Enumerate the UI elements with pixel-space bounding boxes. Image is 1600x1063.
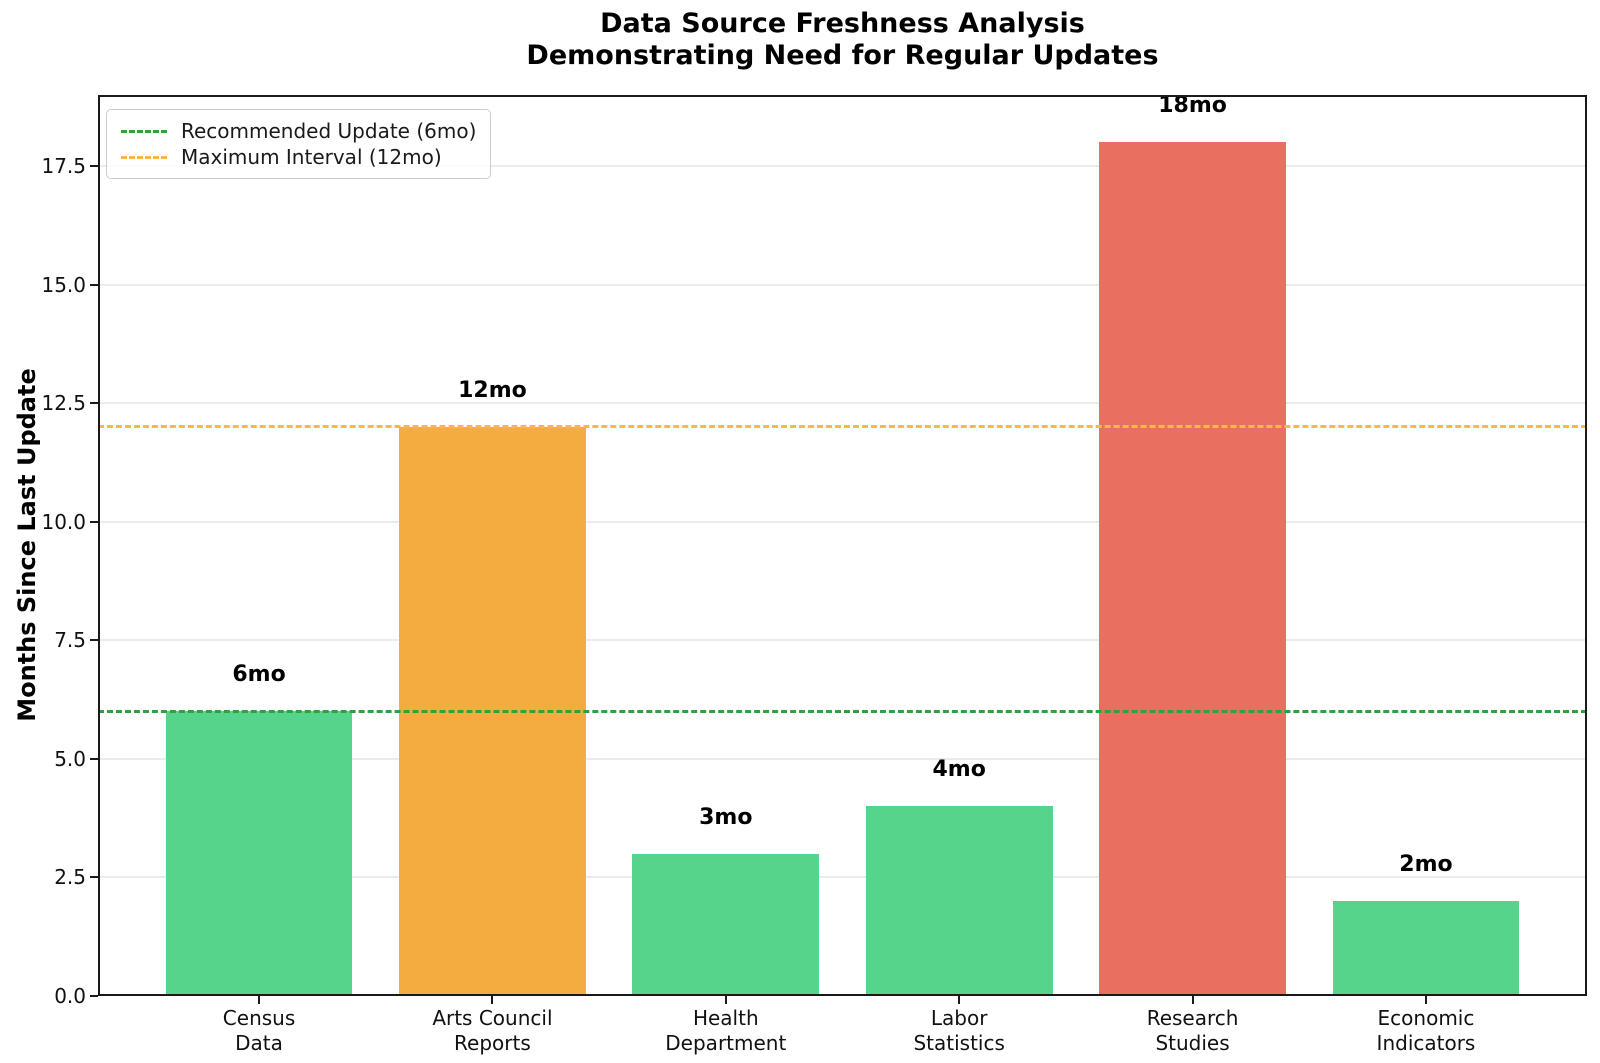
- bar-labor-statistics: [865, 806, 1053, 996]
- y-tick-mark: [90, 520, 98, 523]
- y-tick-mark: [90, 995, 98, 997]
- gridline-y-12.5: [98, 402, 1587, 405]
- bar-value-label: 6mo: [232, 662, 286, 688]
- orange-dashed-line-swatch: [121, 155, 167, 159]
- y-tick-label: 0.0: [54, 984, 86, 1008]
- y-tick-label: 17.5: [41, 154, 86, 179]
- y-axis-label: Months Since Last Update: [13, 368, 41, 722]
- y-tick-mark: [90, 757, 98, 760]
- bar-value-label: 18mo: [1158, 93, 1227, 119]
- y-tick-mark: [90, 165, 98, 168]
- gridline-y-5: [98, 757, 1587, 760]
- x-tick-label: Arts Council Reports: [432, 1006, 553, 1055]
- chart-title: Data Source Freshness Analysis Demonstra…: [98, 8, 1587, 72]
- chart-title-line1: Data Source Freshness Analysis: [600, 8, 1085, 39]
- chart-title-line2: Demonstrating Need for Regular Updates: [526, 40, 1159, 71]
- y-tick-mark: [90, 639, 98, 642]
- x-tick-mark: [1424, 996, 1427, 1004]
- y-tick-mark: [90, 283, 98, 286]
- gridline-y-7.5: [98, 639, 1587, 642]
- legend-label-recommended: Recommended Update (6mo): [181, 119, 477, 143]
- x-tick-mark: [1191, 996, 1194, 1004]
- bar-value-label: 4mo: [932, 757, 986, 783]
- y-tick-label: 5.0: [54, 746, 86, 771]
- gridline-y-17.5: [98, 165, 1587, 168]
- legend-row-maximum: Maximum Interval (12mo): [121, 144, 476, 170]
- bar-census-data: [165, 711, 353, 996]
- x-tick-label: Labor Statistics: [913, 1006, 1005, 1055]
- gridline-y-10: [98, 520, 1587, 523]
- legend: Recommended Update (6mo) Maximum Interva…: [106, 109, 492, 179]
- y-tick-mark: [90, 876, 98, 879]
- y-tick-label: 15.0: [41, 272, 86, 297]
- x-tick-label: Research Studies: [1146, 1006, 1239, 1055]
- bar-value-label: 12mo: [458, 377, 527, 403]
- x-tick-label: Census Data: [222, 1006, 296, 1055]
- x-tick-mark: [491, 996, 494, 1004]
- bar-research-studies: [1099, 142, 1286, 996]
- y-tick-label: 10.0: [41, 509, 86, 534]
- y-tick-label: 12.5: [41, 391, 86, 416]
- reference-line-6mo: [98, 709, 1587, 713]
- x-tick-mark: [958, 996, 961, 1004]
- reference-line-12mo: [98, 425, 1587, 429]
- bar-value-label: 2mo: [1399, 852, 1453, 878]
- y-tick-label: 7.5: [54, 628, 86, 653]
- plot-area: 6mo 12mo 3mo 4mo 18mo 2mo Recommended Update …: [98, 93, 1587, 996]
- bar-value-label: 3mo: [699, 804, 753, 830]
- x-tick-label: Health Department: [665, 1006, 787, 1055]
- x-tick-label: Economic Indicators: [1376, 1006, 1476, 1055]
- bar-health-department: [632, 853, 820, 996]
- x-tick-mark: [724, 996, 727, 1004]
- y-tick-mark: [90, 402, 98, 405]
- gridline-y-15: [98, 283, 1587, 286]
- y-tick-label: 2.5: [54, 865, 86, 890]
- green-dashed-line-swatch: [121, 129, 167, 133]
- x-tick-mark: [258, 996, 261, 1004]
- bar-economic-indicators: [1332, 901, 1520, 996]
- legend-row-recommended: Recommended Update (6mo): [121, 118, 476, 144]
- legend-label-maximum: Maximum Interval (12mo): [181, 145, 442, 169]
- gridline-y-2.5: [98, 876, 1587, 879]
